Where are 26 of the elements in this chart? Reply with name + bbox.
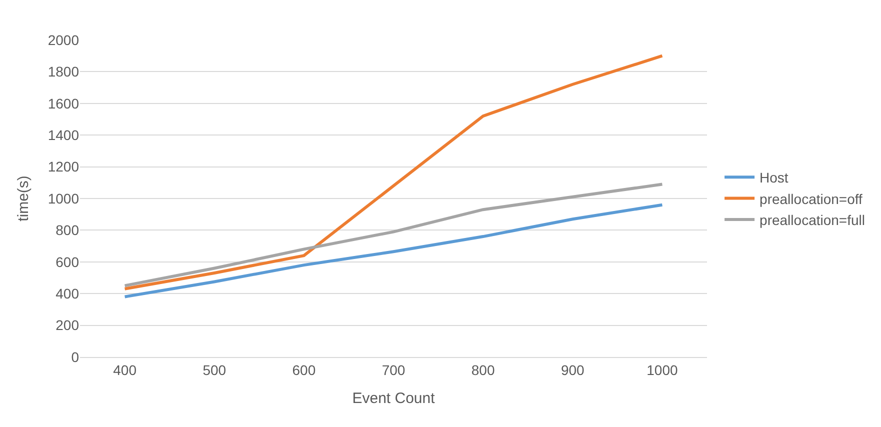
line-series [123,203,664,298]
y-tick-label: 0 [71,348,80,365]
x-tick-label: 500 [202,362,226,378]
y-tick-label: 1800 [48,64,80,80]
line-series [123,54,664,290]
legend-label: preallocation=full [760,212,866,228]
y-tick-label: 400 [56,286,80,302]
x-tick-label: 900 [560,362,585,378]
y-axis-title: time(s) [15,176,32,222]
y-tick-label: 1200 [48,158,80,175]
y-tick-label: 800 [56,222,80,238]
legend-label: Host [760,170,788,186]
y-tick-label: 200 [56,317,80,334]
y-tick-label: 1600 [48,95,80,112]
legend-label: preallocation=off [760,190,863,207]
x-tick-label: 1000 [646,362,678,378]
y-tick-label: 1400 [48,127,80,143]
y-tick-label: 1000 [48,190,80,206]
x-tick-label: 700 [382,362,406,378]
x-tick-label: 600 [292,362,316,378]
x-tick-label: 400 [113,362,137,378]
x-tick-label: 800 [471,362,495,378]
x-axis-title: Event Count [352,390,436,407]
line-series [123,182,664,288]
y-tick-label: 600 [56,254,80,270]
y-tick-label: 2000 [48,32,80,48]
